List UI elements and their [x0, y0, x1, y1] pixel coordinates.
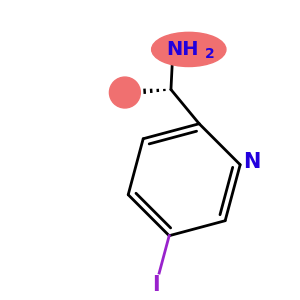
Text: NH: NH [167, 40, 199, 59]
Text: N: N [243, 152, 260, 172]
Ellipse shape [152, 32, 226, 67]
Circle shape [110, 77, 140, 108]
Text: 2: 2 [205, 47, 214, 61]
Text: I: I [152, 274, 160, 295]
